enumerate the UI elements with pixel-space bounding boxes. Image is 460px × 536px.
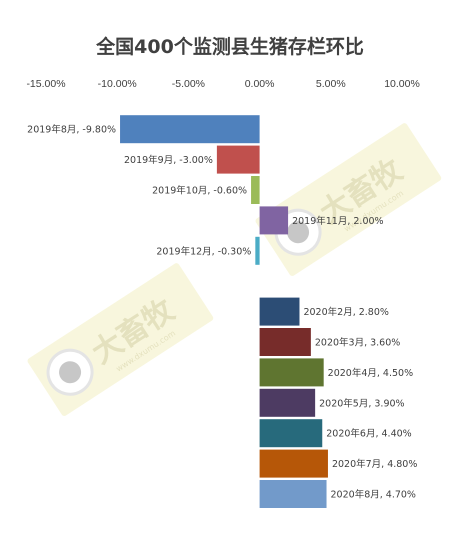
data-label: 2020年5月, 3.90% xyxy=(319,397,404,409)
bars xyxy=(120,115,328,508)
bar xyxy=(251,176,260,204)
data-label: 2019年9月, -3.00% xyxy=(124,154,213,166)
x-tick-label: -15.00% xyxy=(26,78,65,90)
x-tick-label: -10.00% xyxy=(98,78,137,90)
bar xyxy=(259,206,289,235)
data-label: 2020年8月, 4.70% xyxy=(331,489,416,501)
bar xyxy=(259,388,316,417)
data-label: 2019年12月, -0.30% xyxy=(156,245,251,257)
bar xyxy=(259,297,300,326)
data-label: 2020年2月, 2.80% xyxy=(303,306,388,318)
watermark-upper-right: 大畜牧 www.dxumu.com xyxy=(255,123,442,276)
bar xyxy=(120,115,260,144)
watermark-lower-left: 大畜牧 www.dxumu.com xyxy=(27,263,214,416)
data-label: 2020年7月, 4.80% xyxy=(332,458,417,470)
data-label: 2019年11月, 2.00% xyxy=(292,215,383,227)
chart-title: 全国400个监测县生猪存栏环比 xyxy=(95,35,364,58)
data-labels: 2019年8月, -9.80% 2019年9月, -3.00% 2019年10月, … xyxy=(27,124,417,501)
data-label: 2020年6月, 4.40% xyxy=(326,428,411,440)
bar xyxy=(259,480,327,508)
bar xyxy=(255,236,260,265)
x-axis: -15.00% -10.00% -5.00% 0.00% 5.00% 10.00% xyxy=(26,78,419,90)
bar xyxy=(259,358,324,387)
x-tick-label: -5.00% xyxy=(172,78,205,90)
data-label: 2020年3月, 3.60% xyxy=(315,337,400,349)
x-tick-label: 0.00% xyxy=(245,78,275,90)
data-label: 2020年4月, 4.50% xyxy=(328,367,413,379)
data-label: 2019年10月, -0.60% xyxy=(152,185,247,197)
bar xyxy=(259,328,311,356)
bar xyxy=(259,419,323,448)
bar xyxy=(216,145,260,174)
data-label: 2019年8月, -9.80% xyxy=(27,124,116,136)
x-tick-label: 10.00% xyxy=(384,78,420,90)
x-tick-label: 5.00% xyxy=(316,78,346,90)
bar xyxy=(259,449,328,478)
